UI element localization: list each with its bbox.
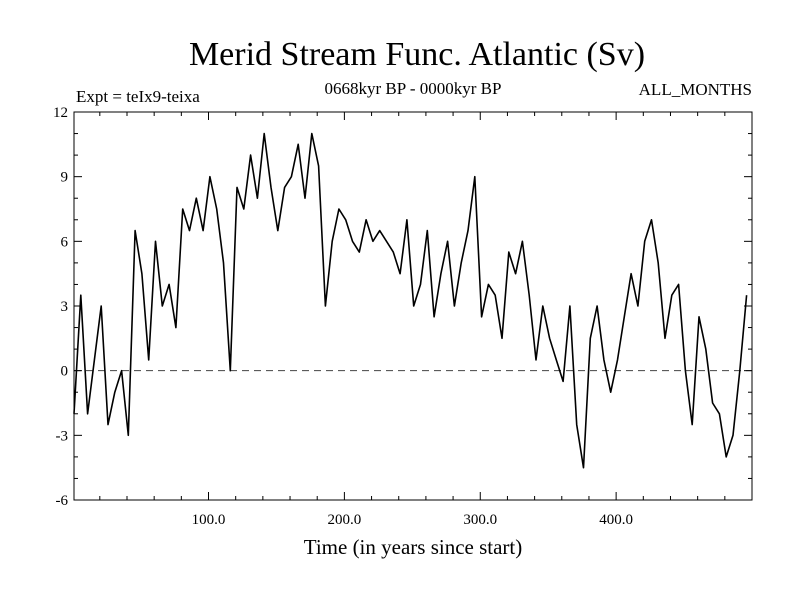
y-tick-label: -3: [56, 428, 69, 444]
y-tick-label: 3: [61, 299, 69, 315]
y-axis: -6 -3 0 3 6 9 12: [53, 105, 752, 509]
season-label: ALL_MONTHS: [639, 80, 752, 99]
period-label: 0668kyr BP - 0000kyr BP: [325, 79, 502, 98]
experiment-label: Expt = teIx9-teixa: [76, 87, 200, 106]
y-tick-label: 12: [53, 105, 68, 121]
x-tick-label: 400.0: [599, 512, 633, 528]
x-axis: 100.0 200.0 300.0 400.0: [99, 112, 726, 528]
y-tick-label: -6: [56, 493, 69, 509]
y-tick-label: 6: [61, 234, 69, 250]
x-tick-label: 300.0: [463, 512, 497, 528]
series-line: [73, 132, 748, 469]
x-tick-label: 200.0: [328, 512, 362, 528]
x-axis-label: Time (in years since start): [304, 535, 523, 559]
x-tick-label: 100.0: [192, 512, 226, 528]
chart-title: Merid Stream Func. Atlantic (Sv): [189, 36, 645, 73]
y-tick-label: 0: [61, 364, 69, 380]
y-tick-label: 9: [61, 170, 69, 186]
